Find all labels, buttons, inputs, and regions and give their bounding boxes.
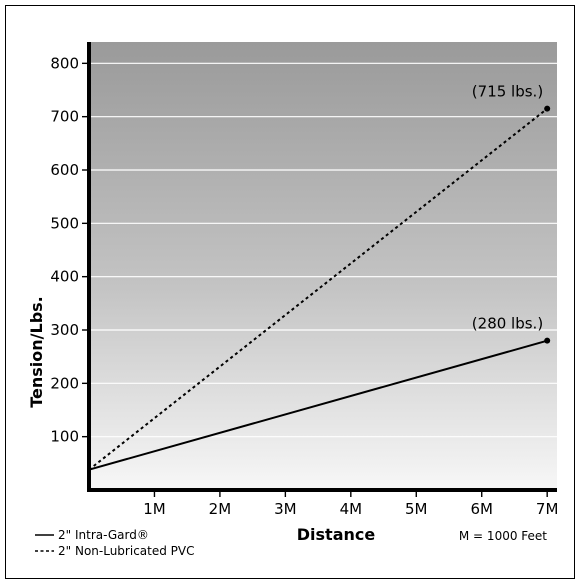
y-tick-label-400: 400 [50,268,79,286]
x-tick-label-7M: 7M [536,500,559,518]
legend-label-intra-gard: 2" Intra-Gard® [58,528,149,542]
x-tick-label-1M: 1M [143,500,166,518]
x-tick-label-4M: 4M [340,500,363,518]
x-tick-label-6M: 6M [470,500,493,518]
y-tick-label-500: 500 [50,214,79,232]
x-tick-label-5M: 5M [405,500,428,518]
y-tick-label-200: 200 [50,374,79,392]
legend-label-pvc: 2" Non-Lubricated PVC [58,544,194,558]
y-tick-label-600: 600 [50,161,79,179]
y-tick-label-300: 300 [50,321,79,339]
series-line-intra-gard [88,339,548,471]
x-ticks: 1M 2M 3M 4M 5M 6M 7M [143,490,558,518]
series-endpoint-intra-gard [544,337,551,344]
x-tick-label-3M: 3M [274,500,297,518]
x-axis-title: Distance [297,525,376,544]
y-tick-label-700: 700 [50,108,79,126]
x-tick-label-2M: 2M [209,500,232,518]
y-axis-title: Tension/Lbs. [27,296,46,408]
series-endpoint-pvc [544,105,551,112]
series-line-pvc [88,107,548,471]
grid-lines [89,62,557,438]
series-layer [88,105,551,471]
scale-note: M = 1000 Feet [459,529,547,543]
plot-background [89,42,557,490]
end-annotations: (280 lbs.) (715 lbs.) [472,83,543,333]
end-label-intra-gard: (280 lbs.) [472,315,543,333]
legend: 2" Intra-Gard® 2" Non-Lubricated PVC [35,528,194,558]
y-ticks: 100 200 300 400 500 600 700 800 [50,54,89,446]
y-tick-label-100: 100 [50,428,79,446]
end-label-pvc: (715 lbs.) [472,83,543,101]
y-tick-label-800: 800 [50,54,79,72]
